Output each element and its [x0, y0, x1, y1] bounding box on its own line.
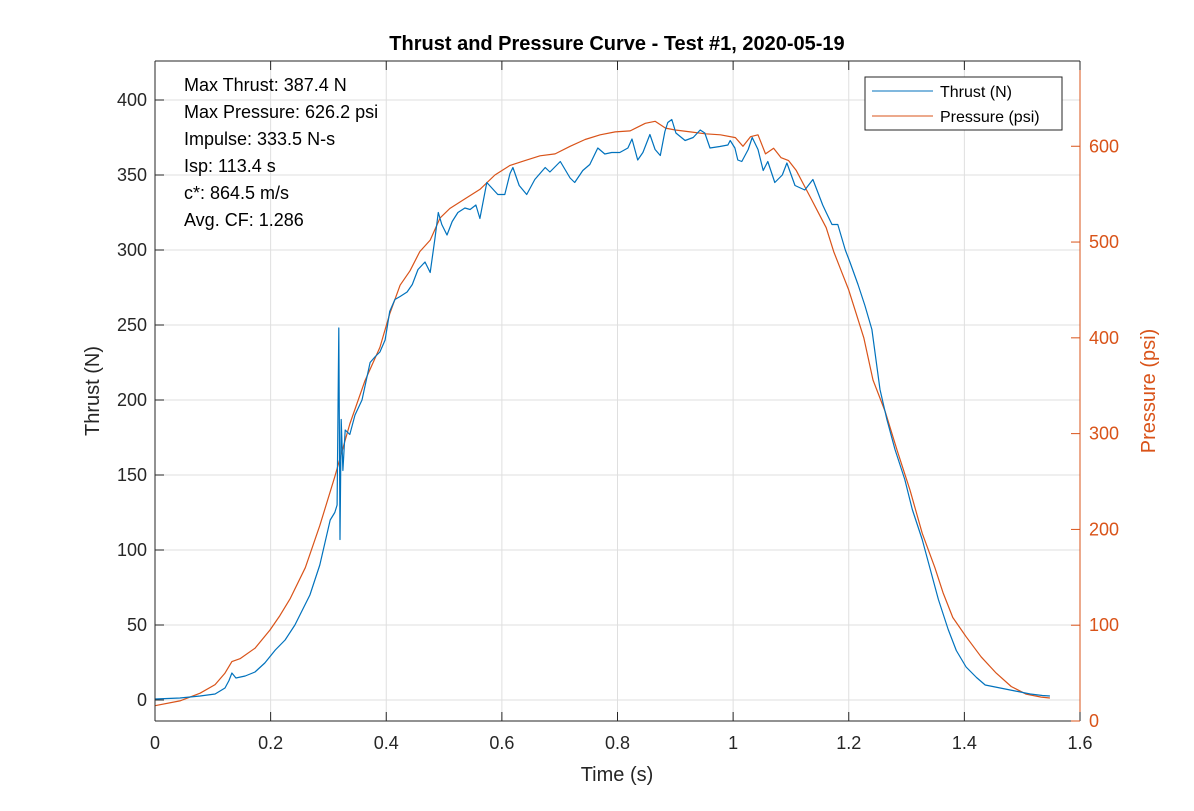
y-tick-label-left: 250	[117, 315, 147, 335]
x-tick-label: 1	[728, 733, 738, 753]
x-tick-label: 0	[150, 733, 160, 753]
legend-label-thrust: Thrust (N)	[940, 84, 1012, 101]
tick-marks	[154, 61, 1081, 722]
y-tick-label-left: 400	[117, 90, 147, 110]
y-tick-label-left: 50	[127, 615, 147, 635]
legend-box	[864, 76, 1063, 131]
annotation-impulse: Impulse: 333.5 N-s	[184, 129, 335, 149]
x-tick-label: 1.4	[952, 733, 977, 753]
series-line-thrust	[154, 118, 1050, 700]
y-axis-title-right: Pressure (psi)	[1138, 329, 1160, 453]
x-tick-label: 0.4	[374, 733, 399, 753]
annotation-isp: Isp: 113.4 s	[184, 156, 276, 176]
x-tick-label: 0.8	[605, 733, 630, 753]
y-tick-label-right: 200	[1089, 519, 1119, 539]
y-tick-label-right: 500	[1089, 232, 1119, 252]
x-tick-label: 1.2	[836, 733, 861, 753]
y-tick-label-left: 0	[137, 690, 147, 710]
y-tick-label-left: 200	[117, 390, 147, 410]
y-tick-label-left: 100	[117, 540, 147, 560]
y-tick-label-right: 0	[1089, 711, 1099, 731]
legend[interactable]: Thrust (N) Pressure (psi)	[864, 76, 1063, 131]
y-tick-label-right: 100	[1089, 615, 1119, 635]
annotation-max-pressure: Max Pressure: 626.2 psi	[184, 102, 378, 122]
series-pressure	[154, 120, 1050, 707]
y-tick-label-left: 350	[117, 165, 147, 185]
y-tick-label-right: 300	[1089, 424, 1119, 444]
stats-annotation: Max Thrust: 387.4 N Max Pressure: 626.2 …	[184, 75, 378, 230]
series-layer	[154, 118, 1050, 707]
x-tick-label: 0.6	[489, 733, 514, 753]
annotation-avg-cf: Avg. CF: 1.286	[184, 210, 304, 230]
series-thrust	[154, 118, 1050, 700]
y-tick-label-right: 400	[1089, 328, 1119, 348]
annotation-c-star: c*: 864.5 m/s	[184, 183, 289, 203]
x-axis-title: Time (s)	[581, 764, 654, 786]
series-line-pressure	[154, 120, 1050, 707]
y-tick-label-right: 600	[1089, 136, 1119, 156]
annotation-max-thrust: Max Thrust: 387.4 N	[184, 75, 347, 95]
tick-labels: 0 0.2 0.4 0.6 0.8 1 1.2 1.4 1.605010015020025030…	[117, 90, 1119, 753]
x-tick-label: 0.2	[258, 733, 283, 753]
y-tick-label-left: 150	[117, 465, 147, 485]
x-tick-label: 1.6	[1067, 733, 1092, 753]
y-tick-label-left: 300	[117, 240, 147, 260]
chart-title: Thrust and Pressure Curve - Test #1, 202…	[389, 33, 844, 55]
y-axis-title-left: Thrust (N)	[82, 346, 104, 436]
legend-label-pressure: Pressure (psi)	[940, 109, 1040, 126]
